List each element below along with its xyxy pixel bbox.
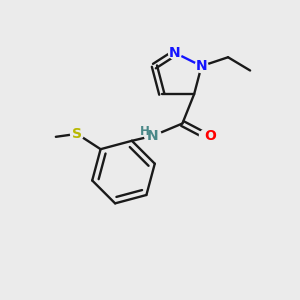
Text: N: N (196, 59, 207, 73)
Text: S: S (72, 127, 82, 141)
Circle shape (169, 46, 182, 59)
Circle shape (145, 128, 161, 144)
Circle shape (70, 128, 83, 140)
Circle shape (195, 60, 208, 73)
Circle shape (200, 129, 212, 142)
Text: N: N (169, 46, 181, 60)
Text: H: H (140, 125, 150, 138)
Text: N: N (147, 129, 159, 143)
Text: O: O (204, 129, 216, 143)
